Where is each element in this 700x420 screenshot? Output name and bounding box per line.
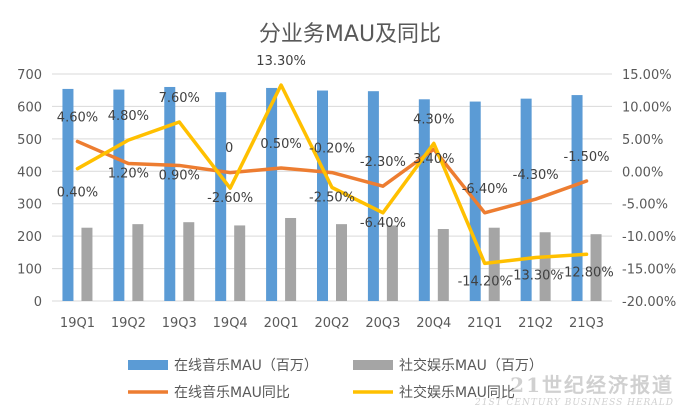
legend-label: 社交娱乐MAU同比 <box>399 384 515 401</box>
y-right-tick-label: 10.00% <box>622 100 672 115</box>
music-yoy-label: 4.60% <box>57 110 98 125</box>
music-mau-bar <box>266 87 278 302</box>
social-yoy-line <box>75 83 589 266</box>
music-yoy-label: -2.30% <box>360 155 406 170</box>
social-yoy-label: 0.40% <box>57 186 98 201</box>
social-yoy-label: 4.30% <box>413 112 454 127</box>
social-yoy-label: -2.60% <box>207 191 253 206</box>
y-right-tick-label: -10.00% <box>622 230 676 245</box>
y-right-tick-label: 15.00% <box>622 68 672 83</box>
music-mau-bar <box>367 91 379 302</box>
social-yoy-label: 7.60% <box>159 91 200 106</box>
chart-title: 分业务MAU及同比 <box>259 22 441 47</box>
y-right-tick-label: 0.00% <box>622 165 663 180</box>
y-right-tick-label: -15.00% <box>622 263 676 278</box>
x-tick-label: 19Q3 <box>162 316 197 331</box>
music-mau-bar <box>164 86 176 301</box>
music-mau-bar <box>520 98 532 301</box>
x-tick-label: 21Q1 <box>467 316 502 331</box>
social-yoy-label: -14.20% <box>458 274 512 289</box>
social-mau-bar <box>539 232 551 301</box>
music-mau-bar <box>215 92 227 301</box>
social-yoy-label: 4.80% <box>108 109 149 124</box>
watermark-main: 21世纪经济报道 <box>510 373 674 397</box>
music-yoy-label: 1.20% <box>108 167 149 182</box>
x-tick-label: 20Q4 <box>416 316 451 331</box>
annotation-label: 0 <box>225 141 233 156</box>
legend-label: 在线音乐MAU同比 <box>174 384 290 401</box>
social-mau-bar <box>488 227 500 301</box>
social-yoy-label: -6.40% <box>360 216 406 231</box>
x-tick-label: 19Q2 <box>111 316 146 331</box>
music-yoy-label: 0.50% <box>260 137 301 152</box>
music-yoy-label: -0.20% <box>309 142 355 157</box>
x-tick-label: 20Q3 <box>365 316 400 331</box>
x-tick-label: 21Q3 <box>569 316 604 331</box>
music-mau-bar <box>418 99 430 302</box>
watermark: 21世纪经济报道 21ST CENTURY BUSINESS HERALD <box>475 369 674 408</box>
social-mau-bar <box>234 225 246 301</box>
social-mau-bar <box>437 229 449 301</box>
y-right-tick-label: -20.00% <box>622 295 676 310</box>
music-yoy-label: 3.40% <box>413 152 454 167</box>
y-left-tick-label: 300 <box>17 198 42 213</box>
social-yoy-label: 13.30% <box>256 54 306 69</box>
social-yoy-label: -2.50% <box>309 191 355 206</box>
legend-swatch <box>128 360 168 370</box>
x-tick-label: 20Q2 <box>314 316 349 331</box>
music-yoy-label: 0.90% <box>159 168 200 183</box>
social-mau-bar <box>81 227 93 301</box>
music-mau-bar <box>571 95 583 301</box>
y-left-tick-label: 400 <box>17 165 42 180</box>
social-yoy-label: -13.30% <box>509 269 563 284</box>
music-mau-bar <box>113 89 125 302</box>
music-mau-bar <box>317 90 328 301</box>
x-tick-label: 20Q1 <box>264 316 299 331</box>
social-mau-bar <box>386 225 398 301</box>
social-yoy-label: -12.80% <box>559 265 613 280</box>
x-tick-label: 19Q4 <box>213 316 248 331</box>
music-yoy-label: -4.30% <box>513 168 559 183</box>
y-left-tick-label: 600 <box>17 100 42 115</box>
social-mau-bar <box>132 224 144 301</box>
music-yoy-label: -6.40% <box>462 182 508 197</box>
music-mau-bar <box>62 88 74 301</box>
x-tick-label: 21Q2 <box>518 316 553 331</box>
y-right-tick-label: -5.00% <box>622 198 668 213</box>
music-yoy-label: -1.50% <box>564 150 610 165</box>
y-left-tick-label: 0 <box>34 295 42 310</box>
music-yoy-line <box>75 139 589 215</box>
y-left-tick-label: 200 <box>17 230 42 245</box>
y-left-tick-label: 500 <box>17 133 42 148</box>
x-tick-label: 19Q1 <box>60 316 95 331</box>
social-mau-bar <box>285 217 297 301</box>
legend-swatch <box>353 360 393 370</box>
watermark-sub: 21ST CENTURY BUSINESS HERALD <box>475 398 674 408</box>
legend-label: 在线音乐MAU（百万） <box>174 357 318 374</box>
y-left-tick-label: 100 <box>17 263 42 278</box>
legend-label: 社交娱乐MAU（百万） <box>399 357 543 374</box>
social-mau-bar <box>183 222 195 301</box>
social-mau-bar <box>336 224 347 301</box>
y-left-tick-label: 700 <box>17 68 42 83</box>
y-right-tick-label: 5.00% <box>622 133 663 148</box>
social-mau-bar <box>590 234 602 301</box>
